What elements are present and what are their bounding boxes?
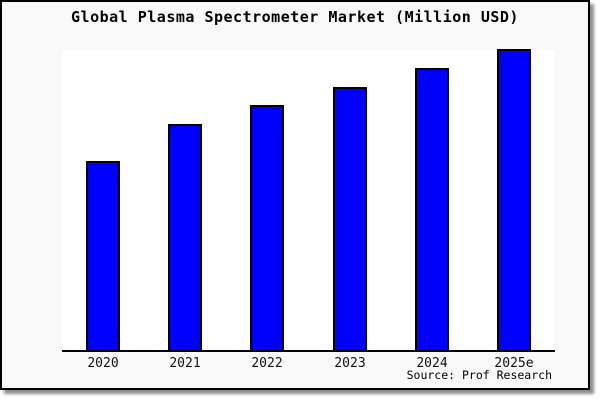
source-note: Source: Prof Research (406, 368, 552, 382)
x-tick-label-2023: 2023 (334, 356, 366, 371)
x-tick-label-2020: 2020 (87, 356, 119, 371)
bar-2022 (250, 105, 284, 350)
x-tick-label-2024: 2024 (416, 356, 448, 371)
x-tick-label-2025e: 2025e (494, 356, 534, 371)
bar-2023 (333, 87, 367, 350)
bar-2024 (415, 68, 449, 350)
x-tick-label-2022: 2022 (251, 356, 283, 371)
chart-title: Global Plasma Spectrometer Market (Milli… (71, 8, 519, 26)
bar-2020 (86, 161, 120, 350)
bar-2025e (497, 49, 531, 350)
bar-2021 (168, 124, 202, 350)
x-tick-label-2021: 2021 (169, 356, 201, 371)
chart-card: Global Plasma Spectrometer Market (Milli… (0, 0, 590, 390)
plot-area (62, 49, 555, 352)
